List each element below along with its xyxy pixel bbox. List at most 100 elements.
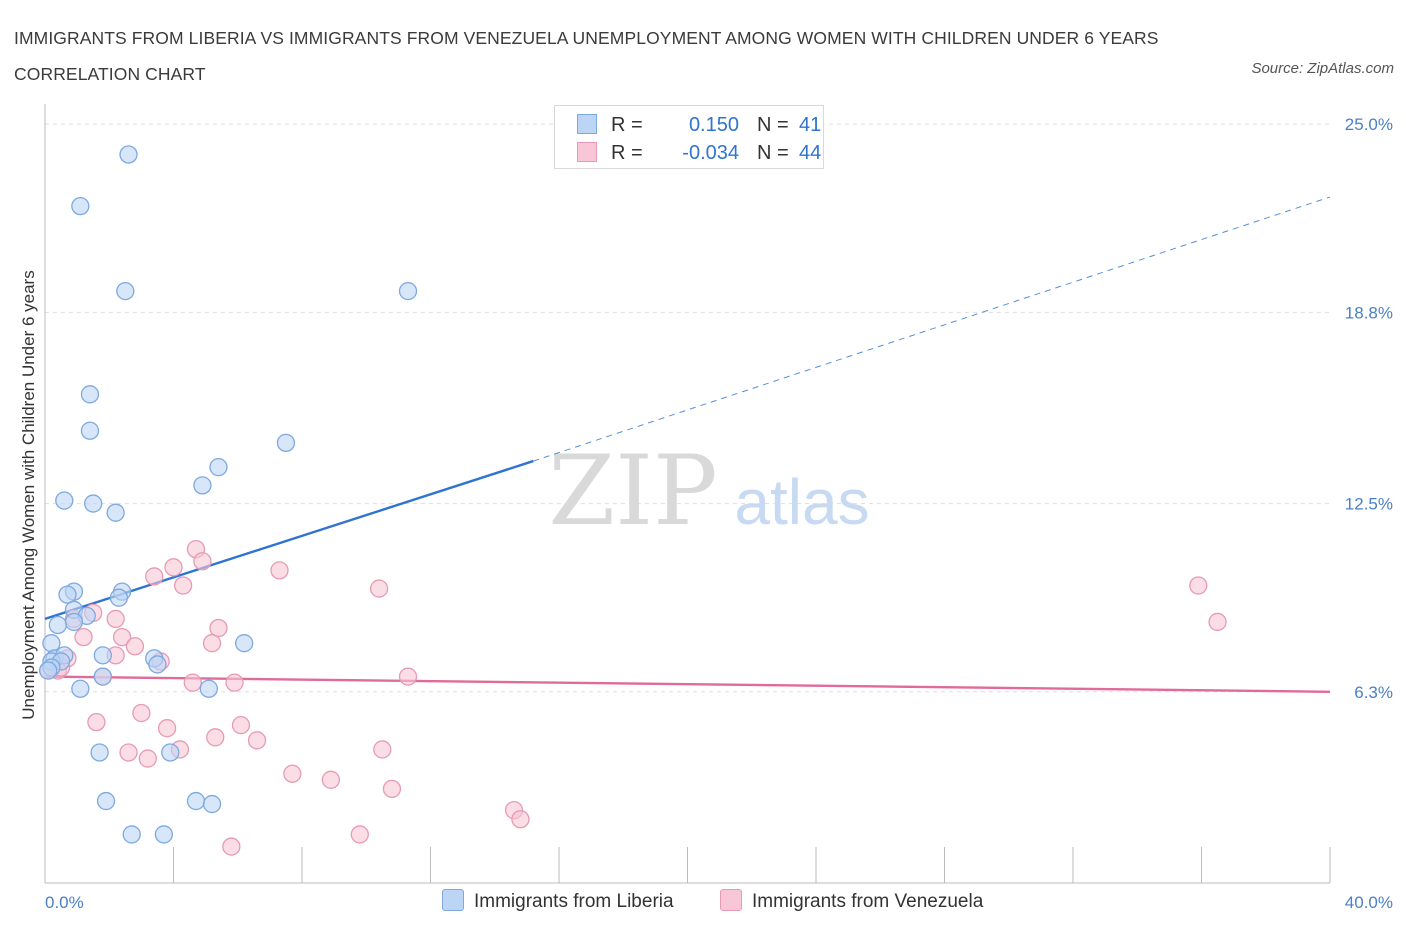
venezuela-r-value: -0.034 xyxy=(682,142,739,164)
y-tick-label: 25.0% xyxy=(1345,115,1393,134)
venezuela-point xyxy=(369,579,389,598)
venezuela-point xyxy=(222,837,241,856)
liberia-n-label: N = xyxy=(757,114,789,136)
venezuela-trend-line xyxy=(44,675,1331,693)
venezuela-point xyxy=(373,740,392,759)
liberia-point xyxy=(109,588,129,607)
points-layer xyxy=(39,145,1227,856)
venezuela-point xyxy=(202,634,222,653)
liberia-point xyxy=(71,196,90,216)
venezuela-point xyxy=(119,743,138,762)
liberia-point xyxy=(398,281,418,301)
liberia-point xyxy=(235,634,254,653)
venezuela-point xyxy=(247,731,267,750)
liberia-point xyxy=(42,634,61,653)
legend-item-liberia: Immigrants from Liberia xyxy=(442,889,674,915)
liberia-point xyxy=(209,457,228,477)
tick-labels: 25.0% 18.8% 12.5% 6.3% 0.0% 40.0% xyxy=(45,115,1393,912)
venezuela-point xyxy=(74,627,93,647)
legend-liberia-label: Immigrants from Liberia xyxy=(474,891,674,912)
liberia-point xyxy=(80,385,100,404)
chart-title: IMMIGRANTS FROM LIBERIA VS IMMIGRANTS FR… xyxy=(14,28,1159,84)
x-tick-label: 0.0% xyxy=(45,893,84,912)
venezuela-point xyxy=(138,749,157,768)
liberia-point xyxy=(96,791,116,811)
liberia-point xyxy=(80,421,100,440)
axis-layer xyxy=(44,104,1331,884)
venezuela-point xyxy=(112,627,132,647)
watermark: ZIP atlas xyxy=(548,435,869,547)
venezuela-point xyxy=(145,567,164,586)
liberia-point xyxy=(186,791,206,811)
liberia-r-value: 0.150 xyxy=(688,114,739,136)
legend-venezuela-label: Immigrants from Venezuela xyxy=(752,891,984,912)
legend-row-venezuela: R = -0.034 N = 44 xyxy=(577,142,821,166)
venezuela-point xyxy=(206,728,225,747)
venezuela-point xyxy=(350,825,369,844)
source-label: Source: ZipAtlas.com xyxy=(1251,60,1394,77)
legend-venezuela-swatch xyxy=(720,889,742,911)
liberia-point xyxy=(161,743,180,762)
liberia-point xyxy=(119,145,138,164)
venezuela-point xyxy=(225,673,244,692)
liberia-point xyxy=(276,433,296,453)
venezuela-point xyxy=(209,618,228,638)
liberia-point xyxy=(64,612,84,632)
venezuela-point xyxy=(193,552,212,571)
liberia-point xyxy=(55,491,74,510)
liberia-point xyxy=(84,494,103,513)
venezuela-point xyxy=(321,770,341,789)
liberia-point xyxy=(93,646,112,665)
grid-layer xyxy=(45,123,1330,693)
y-tick-label: 18.8% xyxy=(1345,303,1393,322)
liberia-point xyxy=(202,794,222,814)
liberia-point xyxy=(106,503,125,522)
liberia-point xyxy=(58,585,77,604)
liberia-trend-extension xyxy=(533,196,1331,462)
venezuela-point xyxy=(125,637,145,656)
liberia-n-value: 41 xyxy=(799,114,822,136)
liberia-point xyxy=(116,281,135,301)
venezuela-point xyxy=(283,764,302,783)
liberia-point xyxy=(122,825,141,844)
venezuela-point xyxy=(87,712,106,732)
liberia-point xyxy=(199,679,218,698)
venezuela-r-label: R = xyxy=(611,142,643,164)
venezuela-point xyxy=(231,716,251,735)
liberia-point xyxy=(90,743,109,762)
venezuela-point xyxy=(157,719,177,738)
liberia-swatch xyxy=(577,114,597,134)
legend-liberia-swatch xyxy=(442,889,464,911)
liberia-point xyxy=(71,679,90,698)
venezuela-point xyxy=(398,667,418,686)
watermark-atlas: atlas xyxy=(734,466,869,538)
venezuela-point xyxy=(1189,576,1208,595)
liberia-point xyxy=(93,667,112,686)
watermark-zip: ZIP xyxy=(548,435,717,547)
liberia-point xyxy=(154,825,174,844)
venezuela-n-value: 44 xyxy=(799,142,822,164)
venezuela-point xyxy=(183,673,202,692)
venezuela-point xyxy=(164,558,183,577)
stats-legend: R = 0.150 N = 41 R = -0.034 N = 44 xyxy=(554,105,824,169)
venezuela-point xyxy=(173,576,193,595)
x-tick-label: 40.0% xyxy=(1345,893,1393,912)
y-tick-label: 12.5% xyxy=(1345,495,1393,514)
liberia-r-label: R = xyxy=(611,114,643,136)
y-axis-label: Unemployment Among Women with Children U… xyxy=(19,270,38,720)
liberia-point xyxy=(39,661,58,680)
legend-row-liberia: R = 0.150 N = 41 xyxy=(577,114,821,138)
venezuela-swatch xyxy=(577,142,597,162)
venezuela-point xyxy=(270,561,289,580)
venezuela-point xyxy=(382,779,402,799)
liberia-point xyxy=(193,476,212,495)
liberia-point xyxy=(48,615,67,635)
liberia-point xyxy=(148,655,167,674)
venezuela-point xyxy=(132,703,151,723)
venezuela-point xyxy=(106,609,125,629)
venezuela-point xyxy=(1208,612,1227,632)
legend-item-venezuela: Immigrants from Venezuela xyxy=(720,889,983,915)
venezuela-point xyxy=(511,810,530,829)
y-tick-label: 6.3% xyxy=(1354,683,1393,702)
venezuela-n-label: N = xyxy=(757,142,789,164)
